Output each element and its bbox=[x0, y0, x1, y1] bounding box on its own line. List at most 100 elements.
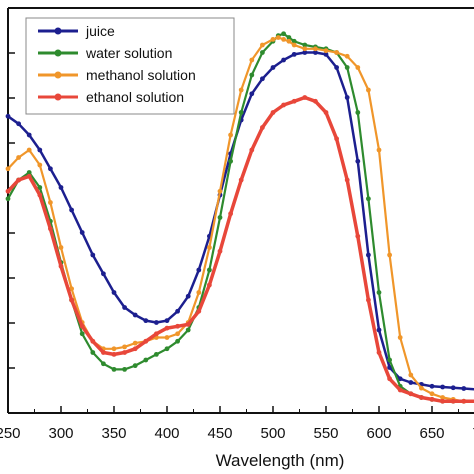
data-point bbox=[249, 147, 255, 153]
data-point bbox=[313, 46, 318, 52]
data-point bbox=[376, 290, 382, 295]
data-point bbox=[366, 196, 371, 202]
data-point bbox=[132, 340, 138, 346]
data-point bbox=[461, 386, 467, 391]
data-point bbox=[196, 267, 202, 273]
data-point bbox=[440, 384, 445, 390]
data-point bbox=[249, 72, 255, 78]
data-point bbox=[366, 297, 371, 303]
data-point bbox=[302, 95, 308, 100]
data-point bbox=[450, 398, 456, 404]
data-point bbox=[122, 344, 127, 350]
data-point bbox=[101, 361, 106, 367]
data-point bbox=[440, 395, 445, 400]
data-point bbox=[291, 51, 297, 57]
series-ethanol-solution bbox=[5, 95, 474, 404]
data-point bbox=[323, 51, 329, 57]
legend-swatch-marker bbox=[54, 93, 62, 101]
data-point bbox=[313, 50, 318, 55]
data-point bbox=[270, 36, 276, 42]
data-point bbox=[387, 365, 392, 370]
data-point bbox=[302, 42, 308, 48]
data-point bbox=[122, 305, 127, 310]
data-point bbox=[291, 42, 297, 48]
data-point bbox=[260, 125, 265, 130]
data-point bbox=[228, 211, 234, 217]
data-point bbox=[69, 207, 74, 213]
series-layer bbox=[5, 31, 474, 404]
data-point bbox=[408, 372, 414, 378]
data-point bbox=[5, 188, 11, 194]
data-point bbox=[450, 385, 456, 391]
data-point bbox=[111, 351, 117, 357]
data-point bbox=[286, 35, 292, 40]
plot-frame bbox=[7, 7, 474, 414]
data-point bbox=[344, 95, 350, 100]
data-point bbox=[37, 192, 43, 198]
data-point bbox=[238, 87, 244, 93]
data-point bbox=[291, 38, 297, 44]
x-axis-title: Wavelength (nm) bbox=[216, 451, 345, 470]
data-point bbox=[5, 113, 11, 119]
data-point bbox=[376, 327, 382, 333]
data-point bbox=[79, 331, 85, 337]
data-point bbox=[281, 31, 286, 37]
data-point bbox=[26, 170, 32, 175]
data-point bbox=[154, 320, 159, 325]
data-point bbox=[185, 327, 191, 333]
data-point bbox=[90, 338, 96, 344]
legend-label: methanol solution bbox=[86, 67, 196, 83]
data-point bbox=[408, 391, 414, 397]
data-point bbox=[16, 155, 21, 160]
data-point bbox=[440, 398, 445, 404]
x-tick-label: 700 bbox=[472, 425, 474, 442]
data-point bbox=[185, 293, 191, 299]
data-point bbox=[366, 252, 371, 258]
data-point bbox=[270, 65, 276, 70]
data-point bbox=[164, 318, 170, 324]
data-point bbox=[355, 233, 361, 239]
data-point bbox=[164, 325, 170, 331]
data-point bbox=[397, 387, 403, 393]
data-point bbox=[249, 57, 255, 63]
data-point bbox=[408, 380, 414, 385]
legend: juice water solution methanol solution etha… bbox=[25, 17, 235, 115]
data-point bbox=[387, 252, 392, 258]
data-point bbox=[281, 36, 286, 42]
data-point bbox=[132, 312, 138, 318]
data-point bbox=[217, 215, 223, 220]
data-point bbox=[207, 267, 212, 273]
data-point bbox=[48, 200, 53, 205]
data-point bbox=[111, 346, 117, 352]
data-point bbox=[37, 162, 43, 168]
y-axis-ticks bbox=[8, 7, 15, 369]
data-point bbox=[196, 290, 202, 295]
data-point bbox=[37, 147, 43, 153]
data-point bbox=[5, 166, 11, 172]
data-point bbox=[26, 147, 32, 153]
data-point bbox=[5, 196, 11, 202]
series-line bbox=[6, 95, 474, 404]
data-point bbox=[175, 331, 181, 337]
data-point bbox=[286, 38, 292, 44]
data-point bbox=[69, 286, 74, 292]
data-point bbox=[217, 188, 223, 194]
data-point bbox=[260, 50, 265, 55]
data-point bbox=[461, 398, 467, 404]
data-point bbox=[164, 346, 170, 352]
data-point bbox=[238, 110, 244, 115]
x-tick-label: 650 bbox=[419, 425, 444, 442]
x-tick-label: 500 bbox=[260, 425, 285, 442]
data-point bbox=[58, 263, 64, 269]
data-point bbox=[132, 363, 138, 369]
legend-swatch-marker bbox=[54, 27, 62, 35]
data-point bbox=[334, 65, 339, 70]
data-point bbox=[217, 248, 223, 254]
data-point bbox=[154, 351, 159, 357]
data-point bbox=[16, 121, 21, 127]
data-point bbox=[48, 226, 53, 232]
data-point bbox=[429, 391, 435, 397]
data-point bbox=[249, 91, 255, 97]
data-point bbox=[16, 177, 21, 183]
data-point bbox=[313, 98, 318, 104]
